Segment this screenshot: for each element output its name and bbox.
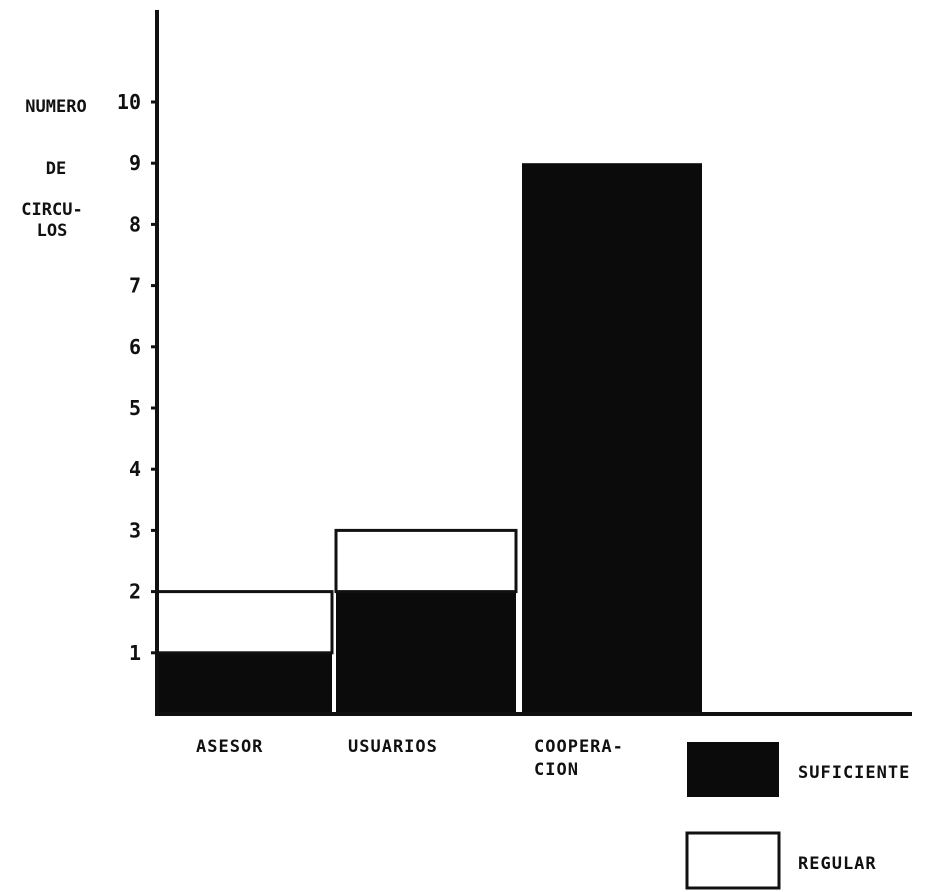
x-categories-group: ASESOR USUARIOS COOPERA- CION: [196, 737, 624, 780]
y-tick-label: 10: [117, 90, 141, 114]
y-tick-label: 3: [129, 518, 141, 542]
y-tick-label: 9: [129, 151, 141, 175]
bar-regular-0: [155, 590, 334, 655]
y-tick-label: 4: [129, 457, 141, 481]
y-axis-label-line: NUMERO: [25, 97, 86, 117]
legend-swatch-regular: [685, 831, 781, 890]
y-tick-label: 2: [129, 580, 141, 604]
y-axis-label-line: CIRCU-: [21, 200, 82, 220]
y-tick-label: 6: [129, 335, 141, 359]
legend: SUFICIENTE REGULAR: [685, 742, 910, 890]
bar-suficiente-1: [336, 591, 516, 714]
x-category-label: CION: [534, 760, 579, 780]
y-tick-label: 8: [129, 212, 141, 236]
y-axis-label: NUMERO DE CIRCU-LOS: [21, 97, 86, 241]
y-ticks-group: 1 2 3 4 5 6 7 8 9 10: [117, 90, 157, 665]
x-category-label: COOPERA-: [534, 737, 624, 757]
y-axis-label-line: DE: [46, 159, 66, 179]
x-category-label: ASESOR: [196, 737, 263, 757]
bar-suficiente-2: [522, 163, 702, 714]
y-tick-label: 5: [129, 396, 141, 420]
y-axis-label-line: LOS: [37, 221, 68, 241]
axes-group: [155, 10, 912, 716]
legend-label-regular: REGULAR: [798, 854, 877, 874]
legend-swatch-suficiente: [687, 742, 779, 797]
legend-label-suficiente: SUFICIENTE: [798, 763, 910, 783]
x-category-label: USUARIOS: [348, 737, 438, 757]
bars-group: [155, 163, 702, 714]
y-tick-label: 1: [129, 641, 141, 665]
y-tick-label: 7: [129, 274, 141, 298]
bar-suficiente-0: [157, 652, 332, 714]
bar-regular-1: [334, 528, 518, 594]
